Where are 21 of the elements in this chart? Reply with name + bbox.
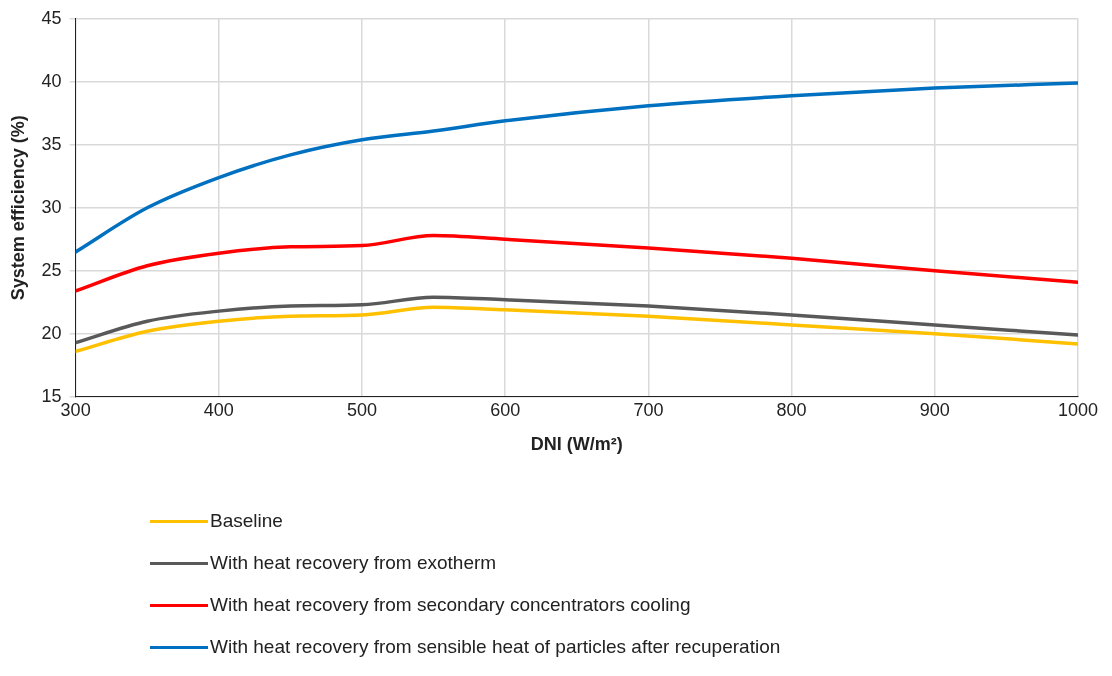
legend-label: Baseline bbox=[210, 510, 283, 532]
y-tick-label: 20 bbox=[41, 322, 62, 343]
x-tick-label: 500 bbox=[346, 399, 378, 420]
legend-label: With heat recovery from secondary concentrators cooling bbox=[210, 594, 691, 616]
y-tick-label: 40 bbox=[41, 70, 62, 91]
legend-label: With heat recovery from exotherm bbox=[210, 552, 497, 574]
x-tick-label: 600 bbox=[490, 399, 521, 420]
y-tick-label: 25 bbox=[41, 259, 62, 280]
x-axis-title: DNI (W/m²) bbox=[530, 434, 623, 455]
x-tick-label: 300 bbox=[60, 399, 91, 420]
x-tick-label: 1000 bbox=[1057, 399, 1099, 420]
y-tick-label: 45 bbox=[41, 7, 62, 28]
x-tick-label: 800 bbox=[776, 399, 807, 420]
y-axis-title: System efficiency (%) bbox=[7, 115, 28, 301]
y-tick-label: 35 bbox=[41, 133, 62, 154]
x-tick-label: 400 bbox=[203, 399, 234, 420]
x-tick-label: 900 bbox=[919, 399, 950, 420]
y-tick-label: 30 bbox=[41, 196, 62, 217]
x-tick-label: 700 bbox=[633, 399, 664, 420]
y-tick-label: 15 bbox=[41, 385, 62, 406]
legend-label: With heat recovery from sensible heat of particles after recuperation bbox=[210, 636, 781, 658]
